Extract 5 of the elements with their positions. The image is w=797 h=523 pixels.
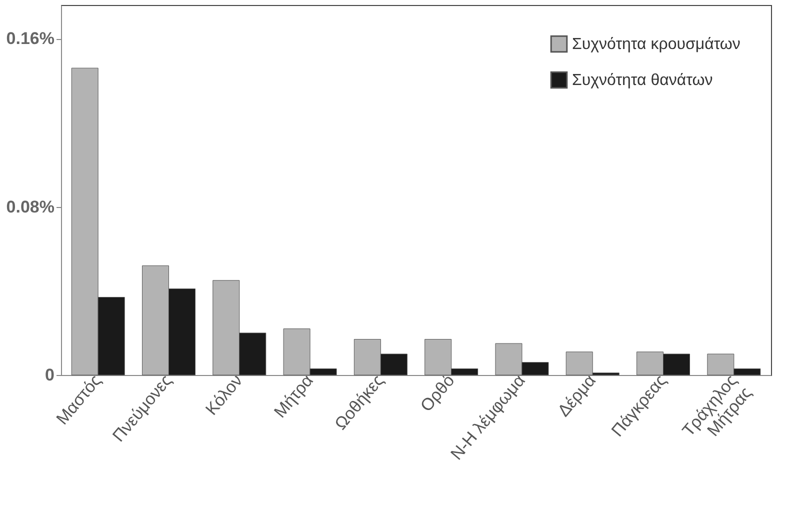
legend-label: Συχνότητα κρουσμάτων <box>572 36 740 53</box>
legend-label: Συχνότητα θανάτων <box>572 72 713 89</box>
y-tick-label: 0.08% <box>6 197 54 216</box>
y-tick-label: 0.16% <box>6 29 54 48</box>
y-tick-label: 0 <box>45 366 54 384</box>
